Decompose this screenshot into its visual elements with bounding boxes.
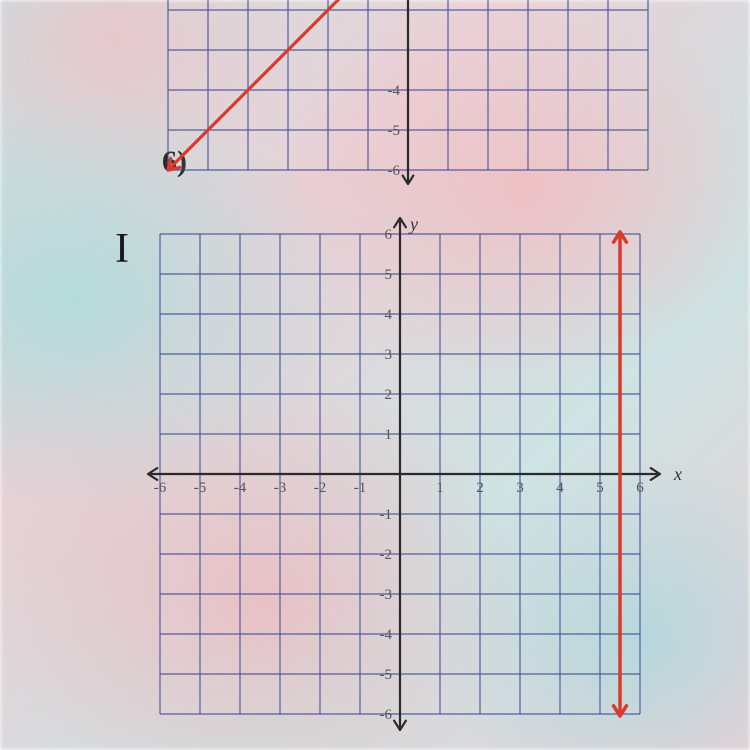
- svg-text:-3: -3: [380, 587, 393, 603]
- main-coordinate-grid: x y -6 -5 -4 -3 -2 -1 1 2 3 4 5 6 1 2 3 4 5 6 -1 -2 -3 -4 -5 -6: [138, 210, 688, 738]
- svg-text:-4: -4: [388, 83, 401, 99]
- svg-text:-5: -5: [194, 480, 207, 496]
- svg-text:-1: -1: [380, 507, 393, 523]
- svg-text:2: 2: [476, 480, 484, 496]
- svg-text:5: 5: [385, 267, 393, 283]
- text-cursor-mark: I: [115, 225, 129, 273]
- svg-text:-5: -5: [388, 123, 401, 139]
- svg-text:4: 4: [385, 307, 393, 323]
- svg-text:-1: -1: [354, 480, 367, 496]
- svg-text:-2: -2: [380, 547, 393, 563]
- svg-text:-4: -4: [380, 627, 393, 643]
- svg-text:-6: -6: [388, 163, 401, 179]
- svg-text:3: 3: [516, 480, 524, 496]
- svg-text:6: 6: [636, 480, 644, 496]
- svg-text:2: 2: [385, 387, 393, 403]
- svg-text:1: 1: [436, 480, 444, 496]
- svg-text:x: x: [673, 464, 682, 484]
- svg-text:5: 5: [596, 480, 604, 496]
- svg-text:y: y: [408, 214, 418, 234]
- svg-text:-2: -2: [314, 480, 327, 496]
- svg-text:4: 4: [556, 480, 564, 496]
- partial-upper-grid: -4 -5 -6: [138, 0, 678, 200]
- svg-text:3: 3: [385, 347, 393, 363]
- svg-text:1: 1: [385, 427, 393, 443]
- svg-text:-5: -5: [380, 667, 393, 683]
- svg-text:-6: -6: [380, 707, 393, 723]
- svg-text:6: 6: [385, 227, 393, 243]
- svg-text:-6: -6: [154, 480, 167, 496]
- svg-text:-3: -3: [274, 480, 287, 496]
- svg-text:-4: -4: [234, 480, 247, 496]
